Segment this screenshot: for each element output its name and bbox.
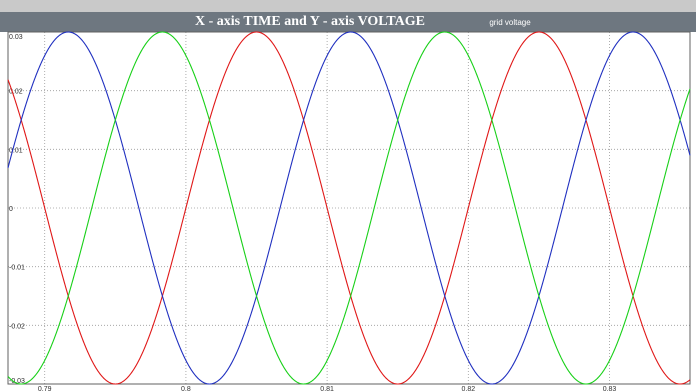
chart-title: X - axis TIME and Y - axis VOLTAGE (195, 14, 425, 29)
y-tick-label: -0.01 (9, 265, 25, 272)
chart-subtitle: grid voltage (489, 18, 531, 27)
y-tick-label: 0 (9, 206, 13, 213)
series-line-1 (7, 31, 691, 385)
series-line-2 (7, 31, 691, 385)
x-tick-label: 0.82 (462, 386, 476, 392)
x-tick-label: 0.81 (320, 386, 334, 392)
y-tick-label: 0.03 (9, 34, 23, 41)
title-bar (0, 12, 696, 32)
x-tick-label: 0.8 (181, 386, 191, 392)
y-tick-label: -0.02 (9, 323, 25, 330)
y-tick-label: 0.01 (9, 147, 23, 154)
x-tick-label: 0.79 (38, 386, 52, 392)
series-line-3 (7, 31, 691, 385)
y-tick-label: -0.03 (9, 378, 25, 385)
y-tick-label: 0.02 (9, 89, 23, 96)
x-tick-label: 0.83 (603, 386, 617, 392)
